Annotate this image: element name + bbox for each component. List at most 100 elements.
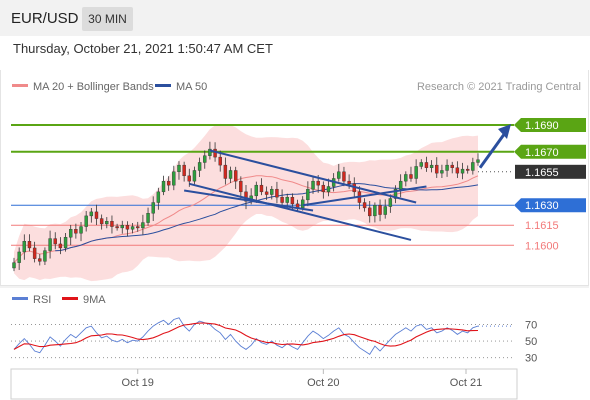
candle-body: [84, 215, 88, 227]
channel-base-line: [183, 189, 314, 212]
trend-channel: [183, 124, 511, 241]
candle-body: [161, 180, 166, 193]
candle-body: [270, 188, 274, 195]
candle-body: [94, 211, 99, 219]
candle-body: [105, 221, 109, 225]
candle-body: [115, 226, 119, 229]
candle-body: [151, 202, 155, 214]
candle-body: [239, 180, 243, 193]
candle-body: [393, 188, 398, 199]
time-tick-label: Oct 20: [307, 377, 339, 389]
candle-body: [120, 225, 124, 229]
candle-body: [141, 222, 145, 229]
channel-lower-line: [189, 182, 412, 241]
rsi-panel: 70 50 30: [11, 317, 537, 365]
candles: [12, 141, 480, 272]
candle-body: [244, 191, 248, 202]
candle-body: [27, 241, 32, 249]
candle-body: [435, 164, 439, 174]
candle-body: [228, 170, 233, 179]
candle-body: [326, 186, 331, 193]
candle-body: [79, 226, 83, 234]
candle-body: [74, 229, 78, 234]
candle-body: [136, 226, 140, 229]
time-axis-frame: [10, 368, 518, 400]
candle-body: [450, 164, 454, 168]
ma20-legend-label: MA 20 + Bollinger Bands: [33, 81, 154, 93]
candle-body: [172, 171, 176, 186]
rsi-tick-label: 50: [525, 336, 537, 348]
level-label: 1.1615: [525, 220, 559, 232]
candle-body: [187, 175, 191, 182]
level-label: 1.1630: [525, 200, 559, 212]
candle-body: [311, 180, 315, 190]
candle-body: [12, 262, 16, 269]
resistance-level-tag: [514, 144, 586, 159]
candle-body: [89, 211, 94, 217]
ma20-legend-swatch: [12, 84, 28, 87]
credit-label: Research © 2021 Trading Central: [417, 81, 581, 93]
candle-body: [110, 221, 114, 227]
main-chart-frame: [0, 70, 589, 286]
time-axis: Oct 19 Oct 20 Oct 21: [122, 369, 482, 389]
rsi-ma-line: [13, 322, 479, 350]
candle-body: [429, 164, 434, 168]
timeframe-button[interactable]: 30 MIN: [82, 7, 133, 31]
channel-rise-line: [302, 185, 427, 207]
candle-body: [223, 164, 228, 179]
candle-body: [264, 191, 269, 195]
ma50-legend-swatch: [155, 84, 171, 87]
candle-body: [22, 241, 27, 253]
candle-body: [43, 250, 47, 262]
candle-body: [476, 159, 480, 163]
candle-body: [218, 156, 222, 166]
rsi-line: [13, 317, 479, 356]
level-label: 1.1600: [525, 240, 559, 252]
rsi-tick-label: 70: [525, 319, 537, 331]
candle-body: [373, 205, 377, 217]
candle-body: [63, 237, 68, 249]
level-label: 1.1655: [525, 167, 559, 179]
candle-body: [192, 170, 197, 182]
candle-body: [362, 202, 367, 209]
candle-body: [440, 170, 444, 174]
resistance-level-tag: [514, 118, 586, 133]
candle-body: [38, 258, 42, 262]
candle-body: [130, 226, 135, 230]
candle-body: [321, 184, 326, 193]
candle-body: [465, 168, 470, 171]
candle-body: [275, 188, 279, 198]
candle-body: [347, 180, 351, 185]
candle-body: [460, 168, 465, 174]
candle-body: [280, 196, 284, 203]
candle-body: [53, 238, 57, 245]
candle-body: [146, 213, 150, 223]
candle-body: [306, 188, 310, 201]
level-label: 1.1670: [525, 147, 559, 159]
candle-body: [301, 199, 305, 209]
candle-body: [254, 184, 259, 197]
candle-body: [58, 243, 63, 249]
symbol-label: EUR/USD: [11, 10, 79, 27]
candle-body: [316, 180, 320, 186]
candle-body: [17, 251, 21, 263]
projection-arrow-head: [498, 124, 511, 140]
candle-body: [285, 196, 289, 203]
candle-body: [213, 148, 217, 158]
rsi-ma-legend-swatch: [62, 297, 78, 300]
header-bar: EUR/USD 30 MIN: [0, 0, 590, 36]
candle-body: [166, 180, 171, 186]
level-label: 1.1690: [525, 120, 559, 132]
projection-arrow-shaft: [478, 132, 507, 169]
price-levels: [11, 124, 514, 246]
candle-body: [208, 148, 212, 156]
ma50-legend-label: MA 50: [176, 81, 207, 93]
pivot-level-tag: [514, 198, 586, 213]
candle-body: [99, 218, 104, 225]
time-tick-label: Oct 21: [450, 377, 482, 389]
candle-body: [203, 155, 207, 163]
candle-body: [233, 170, 238, 182]
candle-body: [388, 198, 393, 207]
candle-body: [182, 164, 186, 177]
candle-body: [290, 196, 295, 205]
